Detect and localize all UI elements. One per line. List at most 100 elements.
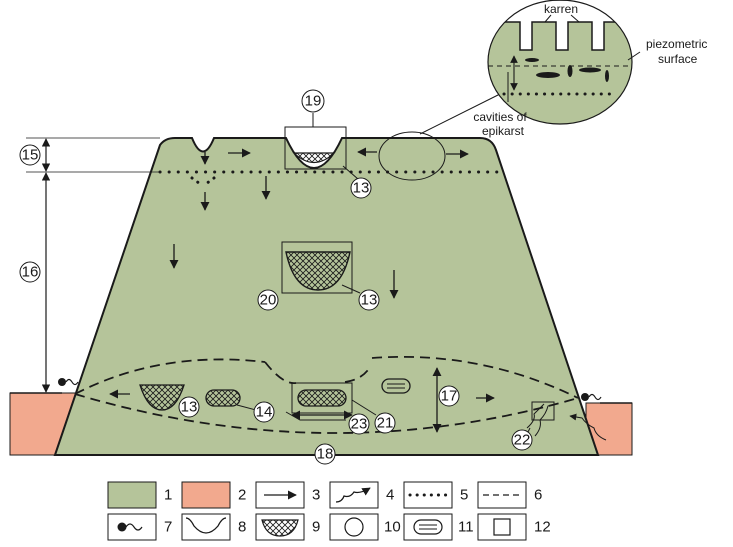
label-19: 19 xyxy=(301,89,325,113)
cavities-label-2: epikarst xyxy=(482,124,525,138)
label-13-mid: 13 xyxy=(358,289,380,311)
limestone-swatch-icon xyxy=(107,481,157,509)
feature-box-20 xyxy=(281,241,353,294)
rising-flow-line-a xyxy=(534,403,557,437)
label-16: 16 xyxy=(19,261,41,283)
legend-item-1: 1 xyxy=(107,481,172,509)
leader-13-mid xyxy=(341,284,361,294)
lower-zone-dashed-right xyxy=(371,355,579,399)
cave-passage-14 xyxy=(205,389,241,407)
mid-sinkhole-fill xyxy=(285,251,351,291)
circle-icon xyxy=(344,517,364,537)
label-20: 20 xyxy=(257,289,279,311)
cavity xyxy=(525,58,539,62)
svg-text:14: 14 xyxy=(256,404,273,421)
cave-passage-small xyxy=(381,378,411,394)
svg-text:6: 6 xyxy=(534,487,542,504)
svg-text:13: 13 xyxy=(353,180,370,197)
lower-sediment-fill xyxy=(139,384,185,411)
svg-text:19: 19 xyxy=(305,93,322,110)
svg-text:1: 1 xyxy=(164,487,172,504)
svg-text:11: 11 xyxy=(458,519,474,536)
legend-item-3: 3 xyxy=(255,481,320,509)
svg-text:9: 9 xyxy=(312,519,320,536)
rising-flow-line-c xyxy=(569,413,607,441)
svg-text:4: 4 xyxy=(386,487,394,504)
limestone-massif xyxy=(53,137,600,456)
depression-icon xyxy=(185,517,227,534)
host-rock-swatch-icon xyxy=(181,481,231,509)
leader-13-top xyxy=(342,165,359,180)
leader-21 xyxy=(351,399,377,416)
legend-item-7: 7 xyxy=(107,513,172,541)
feature-box-22 xyxy=(531,401,555,421)
svg-text:17: 17 xyxy=(441,388,458,405)
leader-14 xyxy=(236,404,257,411)
epikarst-dotted-branch-a xyxy=(190,176,205,188)
passage-inner-lines xyxy=(387,383,405,389)
cavity xyxy=(567,65,573,77)
svg-text:13: 13 xyxy=(361,292,378,309)
svg-text:18: 18 xyxy=(317,446,334,463)
feature-box-19 xyxy=(284,126,347,170)
square-icon xyxy=(493,518,511,536)
svg-text:16: 16 xyxy=(22,264,39,281)
epikarst-dotted-branch-b xyxy=(201,176,216,188)
legend-item-2: 2 xyxy=(181,481,246,509)
svg-text:13: 13 xyxy=(181,399,198,416)
label-14: 14 xyxy=(253,401,275,423)
piezometric-label-2: surface xyxy=(658,52,698,66)
lower-zone-dashed-mid xyxy=(344,369,369,383)
svg-text:20: 20 xyxy=(260,292,277,309)
svg-text:23: 23 xyxy=(351,416,368,433)
svg-text:12: 12 xyxy=(534,519,551,536)
legend-item-5: 5 xyxy=(403,481,468,509)
svg-text:5: 5 xyxy=(460,487,468,504)
svg-text:3: 3 xyxy=(312,487,320,504)
epikarst-highlight-ellipse xyxy=(378,131,446,181)
legend-item-4: 4 xyxy=(329,481,394,509)
legend-item-9: 9 xyxy=(255,513,320,541)
svg-text:8: 8 xyxy=(238,519,246,536)
spring-icon xyxy=(117,522,143,532)
epikarst-callout xyxy=(487,0,633,125)
rising-flow-icon xyxy=(335,487,371,503)
legend-item-12: 12 xyxy=(477,513,551,541)
spring-left-icon xyxy=(58,378,79,386)
lower-zone-dashed-outer xyxy=(74,358,266,395)
svg-text:21: 21 xyxy=(377,415,394,432)
legend: 1 2 3 4 5 6 xyxy=(107,481,551,541)
cavity xyxy=(605,70,609,82)
cavity xyxy=(536,72,560,78)
rising-flow-line-b xyxy=(526,403,545,429)
sediment-fill-icon xyxy=(261,519,299,537)
piezometric-label-1: piezometric xyxy=(646,37,707,51)
label-21: 21 xyxy=(374,412,396,434)
cave-passage-21 xyxy=(297,389,347,407)
spring-right-icon xyxy=(581,393,602,401)
cavity xyxy=(579,67,601,73)
top-depression-fill xyxy=(292,152,336,164)
legend-item-6: 6 xyxy=(477,481,542,509)
karren-pointer xyxy=(544,14,580,23)
cave-passage-icon xyxy=(413,519,443,535)
callout-leader xyxy=(419,93,501,135)
svg-text:22: 22 xyxy=(514,432,531,449)
legend-item-11: 11 xyxy=(403,513,474,541)
piezometric-pointer xyxy=(627,51,641,61)
label-22: 22 xyxy=(511,429,533,451)
svg-text:15: 15 xyxy=(22,147,39,164)
legend-item-10: 10 xyxy=(329,513,401,541)
leader-23 xyxy=(285,411,346,421)
cavities-label-1: cavities of xyxy=(473,110,527,124)
label-18: 18 xyxy=(314,443,336,465)
legend-item-8: 8 xyxy=(181,513,246,541)
label-17: 17 xyxy=(438,385,460,407)
label-13-top: 13 xyxy=(350,177,372,199)
karren-label: karren xyxy=(544,2,578,16)
label-15: 15 xyxy=(19,144,41,166)
label-13-bottom: 13 xyxy=(178,396,200,418)
svg-text:10: 10 xyxy=(384,519,401,536)
